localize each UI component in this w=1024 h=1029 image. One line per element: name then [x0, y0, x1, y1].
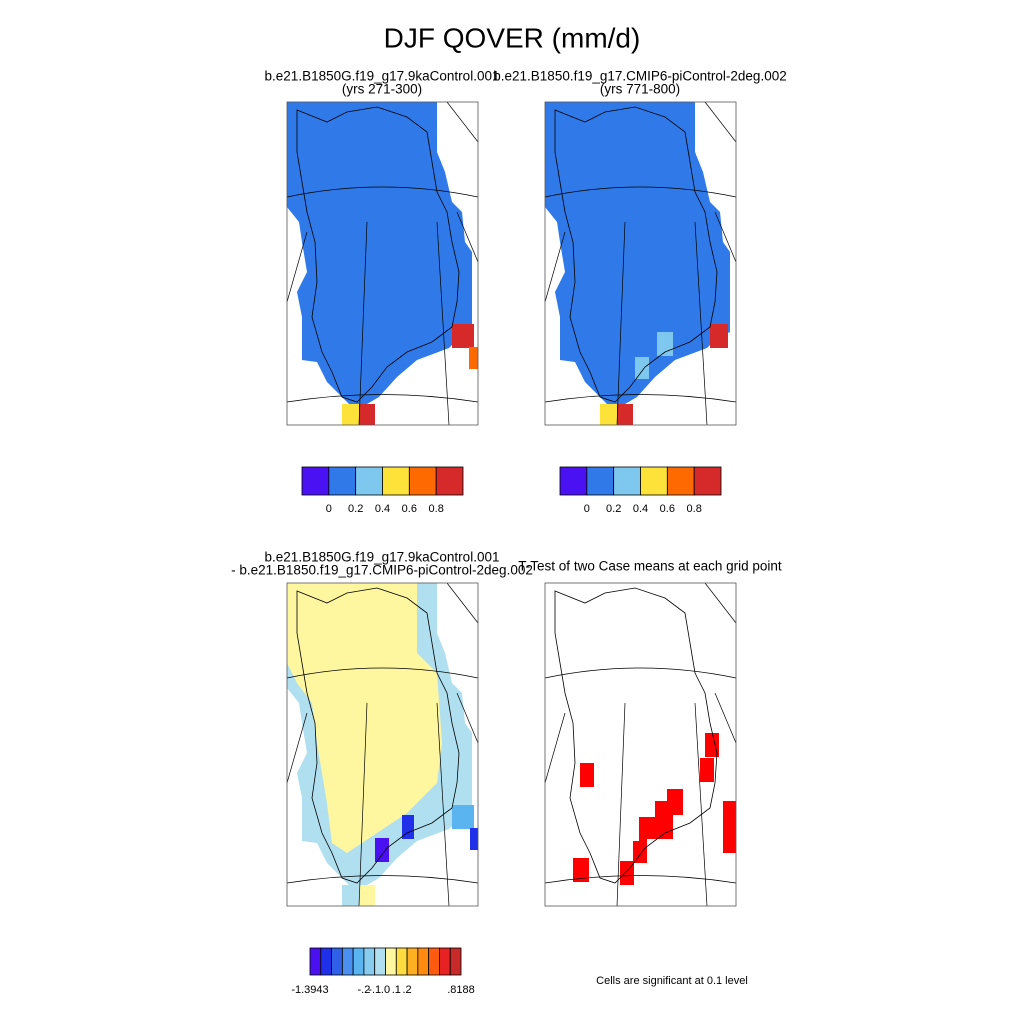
colorbar-box	[309, 947, 322, 976]
colorbar-box	[666, 466, 695, 496]
colorbar-box	[355, 466, 383, 496]
map-panel	[544, 582, 737, 907]
colorbars: 0 0.2 0.4 0.6 0.8 0 0.2 0.4 0.6 0.8 -1.3943 -.2-.1.…	[291, 466, 722, 996]
panel-subtitle: (yrs 771-800)	[600, 82, 680, 97]
colorbar-label: -.2	[358, 984, 371, 996]
colorbar-box	[382, 466, 410, 496]
colorbar-label: .8188	[447, 984, 475, 996]
colorbar-label: 0.8	[429, 503, 444, 515]
colorbar-label: 0.2	[606, 503, 621, 515]
colorbar-label: -.1	[368, 984, 381, 996]
colorbar-box	[363, 947, 376, 976]
colorbar-label: 0	[326, 503, 332, 515]
colorbar-box	[301, 466, 330, 496]
colorbar-label: 0.2	[348, 503, 363, 515]
colorbar-box	[374, 947, 386, 976]
figure-title: DJF QOVER (mm/d)	[384, 22, 641, 53]
colorbar-label: 0.6	[660, 503, 675, 515]
colorbar-box	[328, 466, 357, 496]
map-panel	[544, 101, 737, 426]
colorbar-box	[435, 466, 464, 496]
colorbar-label: .0	[381, 984, 390, 996]
colorbar-label: 0.4	[633, 503, 648, 515]
colorbar-box	[449, 947, 462, 976]
colorbar-box	[613, 466, 641, 496]
colorbar-label: -1.3943	[291, 984, 328, 996]
colorbar-box	[586, 466, 615, 496]
colorbar-label: .1	[392, 984, 401, 996]
colorbar-label: .2	[402, 984, 411, 996]
colorbar-box	[417, 947, 430, 976]
colorbar-box	[559, 466, 588, 496]
colorbar-box	[385, 947, 397, 976]
colorbar-label: 0.4	[375, 503, 390, 515]
colorbar-box	[331, 947, 343, 976]
panel-subtitle: (yrs 271-300)	[342, 82, 422, 97]
panel-title: b.e21.B1850G.f19_g17.9kaControl.001	[265, 550, 500, 565]
colorbar-box	[320, 947, 332, 976]
colorbar-box	[406, 947, 419, 976]
colorbar-box	[341, 947, 354, 976]
colorbar-box	[693, 466, 722, 496]
colorbar-box	[395, 947, 408, 976]
colorbar-label: 0.8	[687, 503, 702, 515]
significance-note: Cells are significant at 0.1 level	[596, 975, 748, 987]
colorbar-box	[640, 466, 668, 496]
map-panel	[286, 582, 479, 907]
colorbar-box	[352, 947, 365, 976]
panel-title: b.e21.B1850G.f19_g17.9kaControl.001	[265, 69, 500, 84]
colorbar-label: 0	[584, 503, 590, 515]
panel-title: b.e21.B1850.f19_g17.CMIP6-piControl-2deg…	[493, 69, 786, 84]
colorbar-box	[428, 947, 440, 976]
colorbar-label: 0.6	[402, 503, 417, 515]
panel-subtitle: - b.e21.B1850.f19_g17.CMIP6-piControl-2d…	[231, 563, 533, 578]
panel-title: T-Test of two Case means at each grid po…	[518, 559, 782, 574]
map-panel	[286, 101, 479, 426]
colorbar-box	[439, 947, 451, 976]
colorbar-box	[408, 466, 437, 496]
